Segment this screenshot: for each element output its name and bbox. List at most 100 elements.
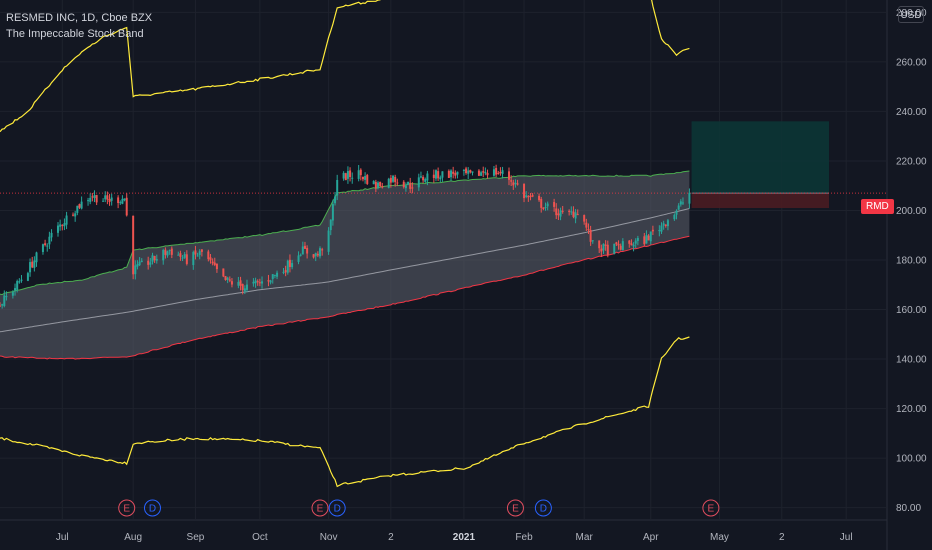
candle-body	[389, 177, 392, 183]
candle	[658, 225, 661, 237]
earnings-event-marker[interactable]: E	[118, 499, 136, 517]
candle-body	[334, 196, 337, 204]
candle-body	[327, 230, 330, 252]
candle	[486, 169, 489, 179]
candle	[136, 260, 139, 270]
candle-body	[525, 195, 528, 198]
candle	[138, 257, 141, 266]
price-tag[interactable]: RMD	[861, 199, 894, 214]
candle	[679, 199, 682, 207]
candle	[632, 242, 635, 252]
candle	[681, 197, 684, 205]
candle	[587, 223, 590, 235]
earnings-event-marker[interactable]: E	[702, 499, 720, 517]
candle	[211, 258, 214, 266]
earnings-event-marker[interactable]: E	[311, 499, 329, 517]
event-circle	[118, 499, 136, 517]
candle	[20, 275, 23, 283]
earnings-event-marker[interactable]: E	[506, 499, 524, 517]
candle-body	[381, 186, 384, 188]
candle	[72, 212, 75, 217]
x-tick-label: Jul	[56, 532, 69, 543]
candle	[447, 169, 450, 179]
candle-body	[168, 250, 171, 252]
candle-body	[456, 171, 459, 175]
candle	[303, 241, 306, 249]
candle-body	[209, 257, 212, 261]
candle-body	[14, 288, 17, 291]
candle-body	[495, 167, 498, 175]
x-tick-label: Feb	[515, 532, 533, 543]
candle-body	[465, 168, 468, 174]
candle-body	[121, 198, 124, 204]
candle	[492, 165, 495, 177]
candle	[104, 191, 107, 203]
candle-body	[33, 260, 36, 268]
candle	[196, 252, 199, 257]
indicator-title[interactable]: The Impeccable Stock Band	[6, 28, 144, 40]
candle-body	[276, 272, 279, 277]
candle-body	[439, 177, 442, 180]
x-tick-label: May	[710, 532, 729, 543]
candle-body	[321, 249, 324, 251]
candle	[237, 276, 240, 289]
candle-body	[658, 229, 661, 232]
candle-body	[297, 255, 300, 262]
candle-body	[147, 260, 150, 265]
candle	[166, 250, 169, 258]
candle	[228, 276, 231, 283]
candle	[151, 252, 154, 265]
event-label: E	[317, 504, 324, 515]
candle	[119, 200, 122, 205]
candle	[106, 191, 109, 205]
candle-body	[600, 248, 603, 252]
candle	[258, 278, 261, 287]
y-tick-label: 140.00	[896, 355, 927, 366]
candle	[454, 170, 457, 179]
dividend-event-marker[interactable]: D	[328, 499, 346, 517]
candle	[267, 274, 270, 287]
symbol-title[interactable]: RESMED INC, 1D, Cboe BZX	[6, 12, 153, 24]
outer-lower-band-line	[0, 336, 690, 488]
candle-body	[134, 265, 137, 275]
candle	[497, 170, 500, 175]
candles	[0, 164, 691, 309]
candle-body	[372, 181, 375, 185]
candle	[74, 210, 77, 222]
candle	[282, 268, 285, 275]
candle	[168, 249, 171, 255]
event-circle	[311, 499, 329, 517]
x-tick-label: 2021	[453, 532, 476, 543]
candle-body	[441, 171, 444, 178]
candle-body	[424, 179, 427, 182]
candle-body	[514, 182, 517, 185]
dividend-event-marker[interactable]: D	[534, 499, 552, 517]
candle	[153, 255, 156, 263]
candle-body	[267, 280, 270, 282]
candle-body	[589, 229, 592, 242]
dividend-event-marker[interactable]: D	[143, 499, 161, 517]
candle	[419, 171, 422, 179]
candle	[553, 198, 556, 212]
candle	[117, 195, 120, 209]
candle	[662, 220, 665, 230]
candle	[213, 257, 216, 267]
candle	[585, 218, 588, 232]
candle-body	[196, 255, 199, 257]
candle	[480, 170, 483, 176]
candle-body	[477, 170, 480, 176]
candle-body	[647, 235, 650, 241]
position-stop-zone	[691, 193, 830, 208]
candle-body	[516, 183, 519, 185]
candle	[439, 175, 442, 183]
inner-lower-band-line	[0, 235, 690, 360]
candle-body	[183, 254, 186, 258]
candle-body	[258, 282, 261, 284]
currency-button[interactable]: USD	[898, 6, 924, 23]
candle	[29, 258, 32, 277]
candle-body	[63, 223, 66, 227]
candle-body	[434, 170, 437, 179]
candle	[499, 167, 502, 176]
candle-body	[151, 255, 154, 262]
